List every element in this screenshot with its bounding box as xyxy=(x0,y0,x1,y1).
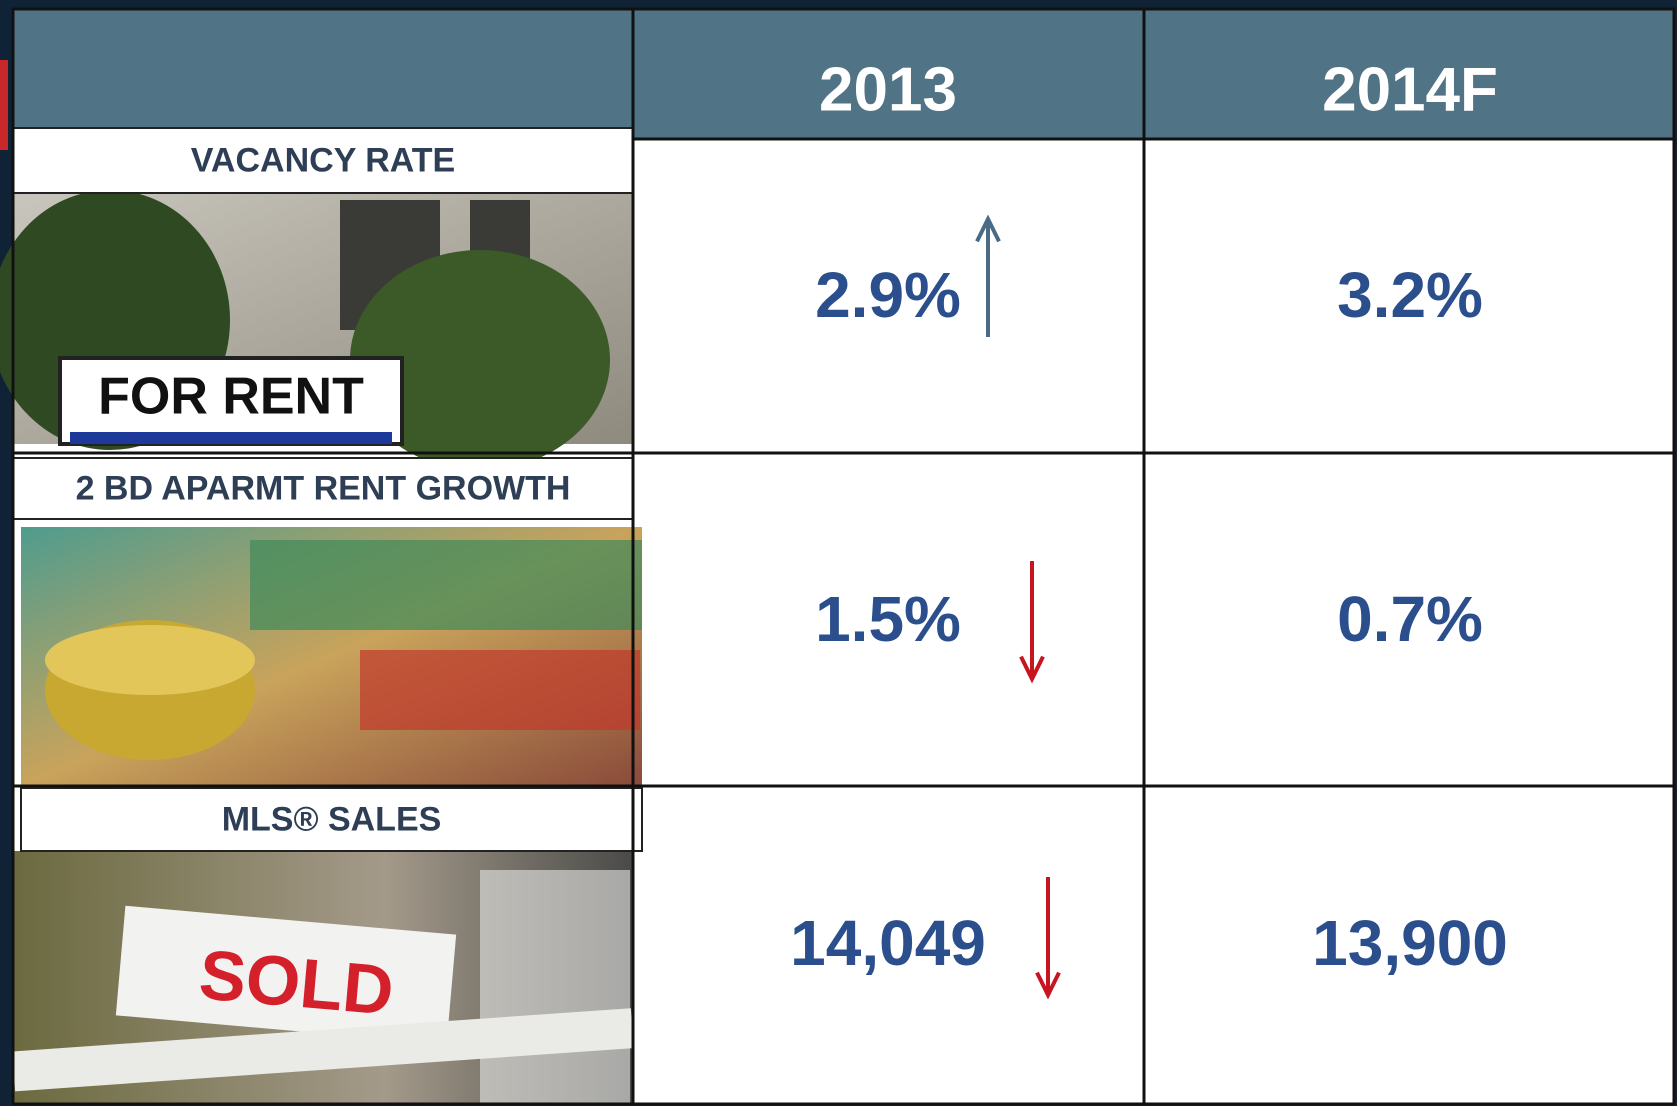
cell-value: 0.7% xyxy=(1337,583,1483,655)
row-label: 2 BD APARMT RENT GROWTH xyxy=(76,469,571,507)
column-header: 2014F xyxy=(1322,55,1498,124)
accent xyxy=(0,60,8,150)
photo-sold xyxy=(12,851,634,1104)
row-label: MLS® SALES xyxy=(222,800,442,838)
header-bg xyxy=(13,9,1674,139)
cell-value: 2.9% xyxy=(815,259,961,331)
sign-text: FOR RENT xyxy=(98,368,364,426)
cell-value: 14,049 xyxy=(790,907,986,979)
trend-arrowhead xyxy=(1035,971,1061,1000)
cell-value: 1.5% xyxy=(815,583,961,655)
row-label-box xyxy=(12,457,634,520)
trend-arrowhead xyxy=(1019,655,1045,684)
trend-arrowhead xyxy=(975,214,1001,243)
row-label-box xyxy=(20,787,643,852)
photo-money xyxy=(21,527,642,786)
sign-text: SOLD xyxy=(196,935,397,1030)
cell-value: 13,900 xyxy=(1312,907,1508,979)
row-label-box xyxy=(12,127,634,194)
cell-value: 3.2% xyxy=(1337,259,1483,331)
grid xyxy=(11,7,1676,1106)
row-label: VACANCY RATE xyxy=(191,141,455,179)
photo-for-rent xyxy=(0,190,633,470)
column-header: 2013 xyxy=(819,55,957,124)
